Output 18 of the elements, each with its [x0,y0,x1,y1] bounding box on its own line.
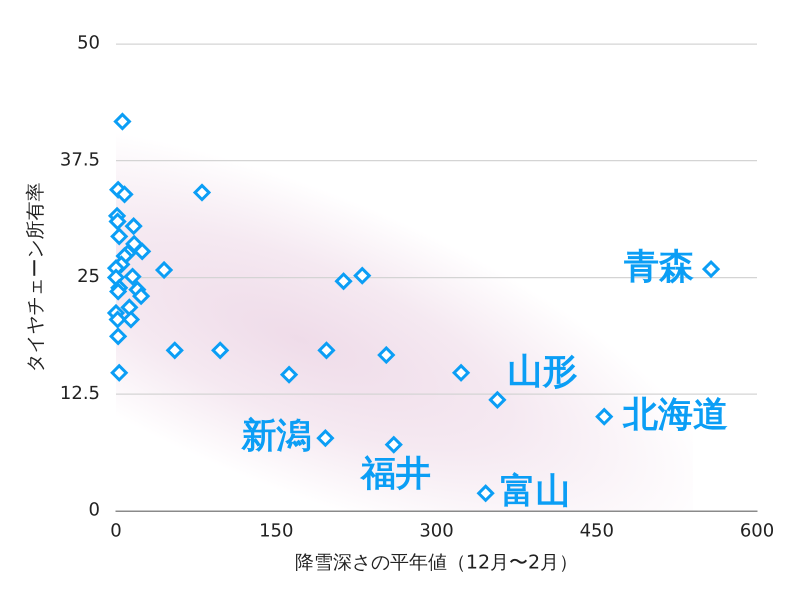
x-tick-label: 0 [110,520,122,542]
y-tick-label: 0 [88,500,100,521]
x-axis-title: 降雪深さの平年値（12月〜2月） [294,552,578,574]
annotation: 山形 [507,352,578,392]
annotation: 新潟 [240,416,312,456]
y-tick-label: 37.5 [60,149,100,170]
x-tick-label: 600 [740,520,774,542]
x-tick-label: 450 [580,520,614,542]
y-axis-title: タイヤチェーン所有率 [24,182,46,372]
annotation: 富山 [500,471,571,512]
annotation: 北海道 [622,394,728,435]
x-tick-label: 300 [419,520,454,542]
annotation: 青森 [623,247,694,288]
y-tick-label: 50 [77,32,100,54]
annotation: 福井 [358,454,431,494]
y-tick-label: 25 [77,266,100,288]
y-tick-label: 12.5 [60,382,100,404]
x-tick-label: 150 [259,520,294,542]
